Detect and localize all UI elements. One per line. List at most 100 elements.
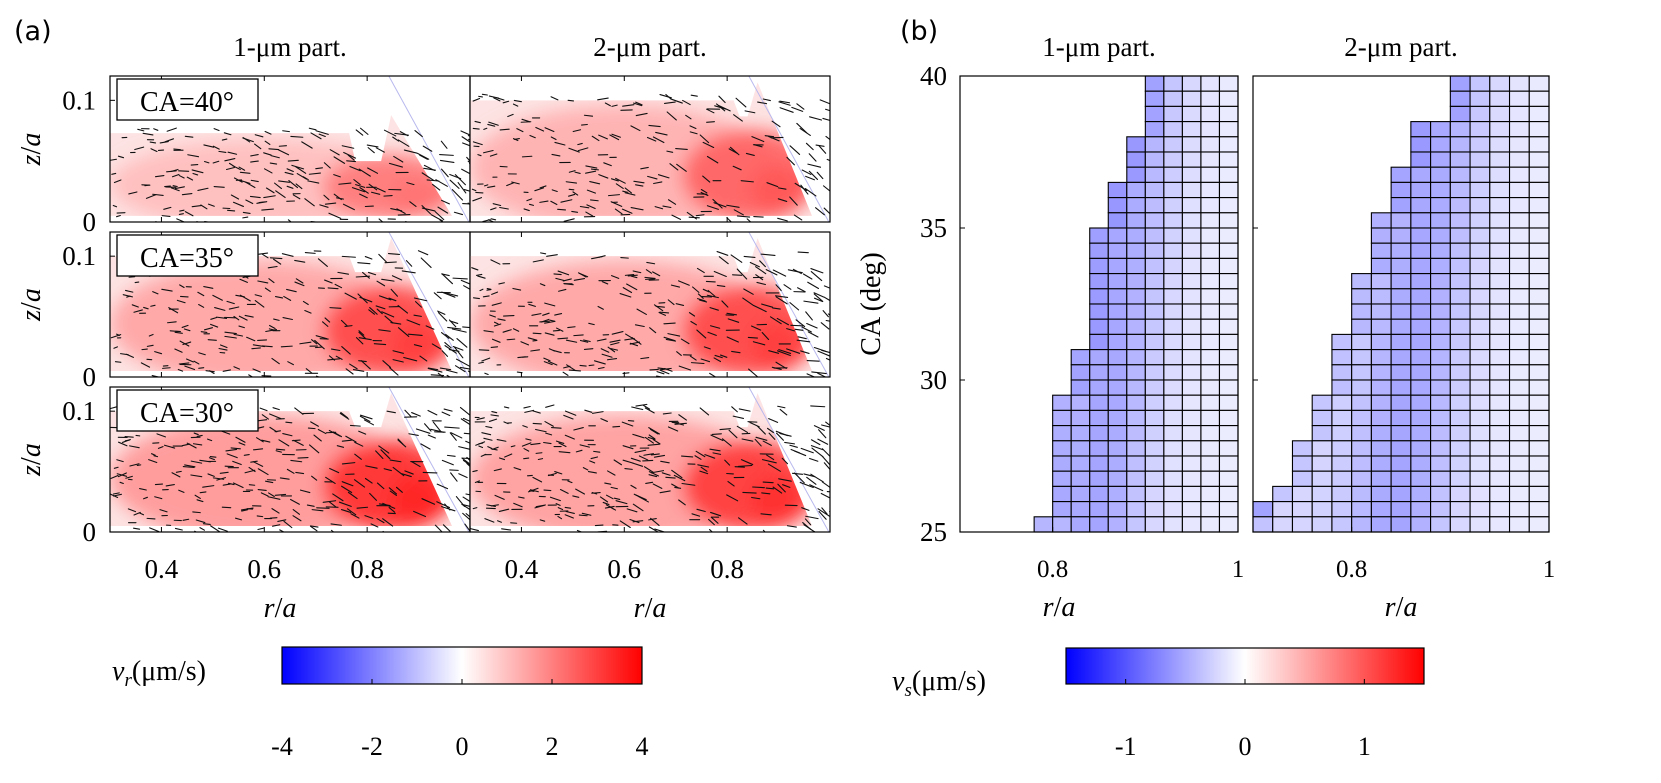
colorbar-tick-label: 4	[636, 732, 649, 761]
grid-cell	[1071, 486, 1090, 501]
velocity-arrow	[632, 407, 643, 410]
velocity-arrow	[827, 492, 839, 493]
x-axis-label-b-unit: a	[1061, 592, 1075, 623]
grid-cell	[1450, 258, 1470, 273]
grid-cell	[1510, 258, 1530, 273]
velocity-arrow	[376, 148, 384, 152]
grid-cell	[1490, 486, 1510, 501]
velocity-arrow	[276, 449, 284, 450]
grid-cell	[1071, 365, 1090, 380]
grid-cell	[1470, 486, 1490, 501]
blob-core	[390, 475, 445, 526]
grid-cell	[1219, 365, 1238, 380]
grid-cell	[1470, 198, 1490, 213]
grid-cell	[1127, 182, 1146, 197]
grid-cell	[1182, 517, 1201, 532]
grid-cell	[1391, 274, 1411, 289]
velocity-arrow	[425, 424, 431, 431]
grid-cell	[1431, 152, 1451, 167]
grid-cell	[1470, 456, 1490, 471]
grid-cell	[1108, 289, 1127, 304]
colorbar-tick-label: 1	[1358, 732, 1371, 761]
grid-cell	[1490, 137, 1510, 152]
grid-cell	[1182, 167, 1201, 182]
grid-cell	[1090, 426, 1109, 441]
velocity-arrow	[824, 186, 831, 191]
ca-label: CA=35°	[140, 243, 234, 274]
velocity-arrow	[736, 98, 746, 107]
grid-cell	[1201, 334, 1220, 349]
y-tick-label: 0.1	[62, 396, 96, 426]
grid-cell	[1219, 380, 1238, 395]
velocity-arrow	[434, 293, 441, 299]
grid-cell	[1108, 456, 1127, 471]
grid-cell	[1510, 334, 1530, 349]
velocity-arrow	[447, 375, 455, 380]
grid-cell	[1145, 304, 1164, 319]
x-axis-label-b-var: r	[1385, 592, 1396, 623]
velocity-arrow	[598, 98, 609, 100]
grid-cell	[1292, 502, 1312, 517]
x-axis-label-b-unit: a	[1403, 592, 1417, 623]
grid-cell	[1391, 502, 1411, 517]
y-axis-label-a: z/a	[16, 288, 47, 322]
velocity-arrow	[273, 408, 279, 410]
grid-cell	[1164, 334, 1183, 349]
grid-cell	[1127, 228, 1146, 243]
velocity-arrow	[733, 275, 742, 276]
velocity-arrow	[459, 447, 470, 450]
grid-cell	[1510, 213, 1530, 228]
grid-cell	[1431, 517, 1451, 532]
grid-cell	[1470, 471, 1490, 486]
grid-cell	[1371, 228, 1391, 243]
grid-cell	[1371, 319, 1391, 334]
y-tick-label: 0.1	[62, 85, 96, 115]
grid-cell	[1510, 456, 1530, 471]
velocity-arrow	[431, 375, 443, 376]
x-axis-label-a-unit: a	[282, 593, 296, 624]
grid-cell	[1164, 182, 1183, 197]
velocity-arrow	[252, 348, 260, 349]
velocity-arrow	[574, 335, 583, 336]
grid-cell	[1391, 243, 1411, 258]
grid-cell	[1164, 410, 1183, 425]
grid-cell	[1529, 319, 1549, 334]
velocity-arrow	[137, 465, 140, 466]
grid-cell	[1529, 486, 1549, 501]
y-tick-label: 25	[920, 517, 947, 547]
grid-cell	[1201, 502, 1220, 517]
velocity-arrow	[780, 108, 793, 113]
velocity-arrow	[308, 428, 315, 429]
grid-cell	[1391, 426, 1411, 441]
grid-cell	[1431, 228, 1451, 243]
velocity-arrow	[821, 323, 829, 329]
grid-cell	[1090, 289, 1109, 304]
colorbar-var: v	[892, 666, 905, 697]
grid-cell	[1182, 137, 1201, 152]
grid-cell	[1431, 486, 1451, 501]
velocity-arrow	[428, 410, 437, 414]
grid-cell	[1273, 502, 1293, 517]
grid-cell	[1164, 137, 1183, 152]
grid-cell	[1450, 410, 1470, 425]
velocity-arrow	[474, 298, 480, 299]
grid-cell	[1145, 395, 1164, 410]
grid-cell	[1145, 213, 1164, 228]
grid-cell	[1219, 426, 1238, 441]
velocity-arrow	[717, 252, 728, 256]
grid-cell	[1411, 167, 1431, 182]
grid-cell	[1510, 243, 1530, 258]
velocity-arrow	[565, 507, 570, 508]
velocity-arrow	[507, 339, 515, 340]
velocity-arrow	[134, 528, 140, 529]
velocity-arrow	[482, 94, 487, 95]
blob-core	[750, 165, 805, 216]
grid-cell	[1352, 486, 1372, 501]
velocity-arrow	[142, 349, 147, 350]
grid-cell	[1219, 517, 1238, 532]
grid-cell	[1332, 365, 1352, 380]
grid-cell	[1053, 517, 1072, 532]
col-title-a-0: 1-μm part.	[233, 32, 346, 62]
velocity-arrow	[421, 258, 431, 267]
colorbar-tick-label: 0	[1239, 732, 1252, 761]
